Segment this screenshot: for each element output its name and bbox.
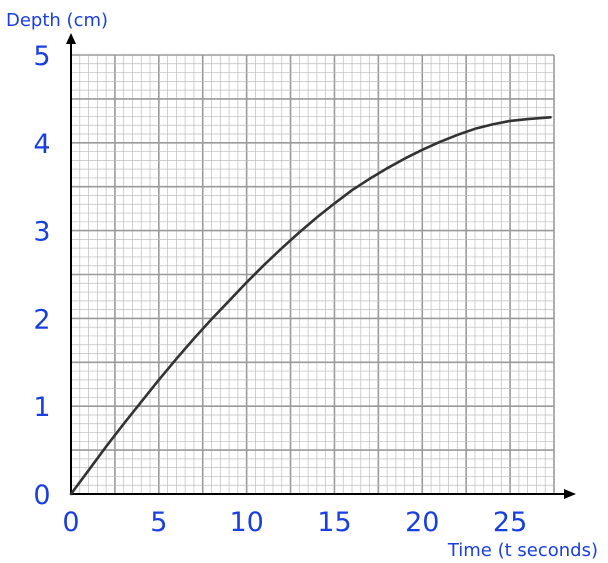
y-tick-label: 1	[33, 392, 50, 423]
y-tick-label: 4	[33, 129, 50, 160]
tick-labels: 0 5 10 15 20 25 0 1 2 3 4 5	[33, 41, 527, 538]
x-tick-label: 20	[405, 507, 439, 538]
axes	[66, 33, 576, 499]
x-tick-label: 25	[493, 507, 527, 538]
x-tick-label: 5	[150, 507, 167, 538]
y-tick-label: 2	[33, 304, 50, 335]
y-axis-arrow-icon	[66, 33, 76, 44]
y-tick-label: 0	[33, 480, 50, 511]
series-line-0	[69, 116, 552, 496]
x-tick-label: 0	[62, 507, 79, 538]
y-tick-label: 3	[33, 217, 50, 248]
x-axis-title: Time (t seconds)	[447, 540, 598, 561]
x-tick-label: 15	[317, 507, 351, 538]
x-tick-label: 10	[229, 507, 263, 538]
y-axis-title: Depth (cm)	[6, 10, 108, 31]
grid	[70, 54, 555, 495]
y-tick-label: 5	[33, 41, 50, 72]
x-axis-arrow-icon	[564, 489, 576, 499]
series-layer	[69, 116, 552, 496]
